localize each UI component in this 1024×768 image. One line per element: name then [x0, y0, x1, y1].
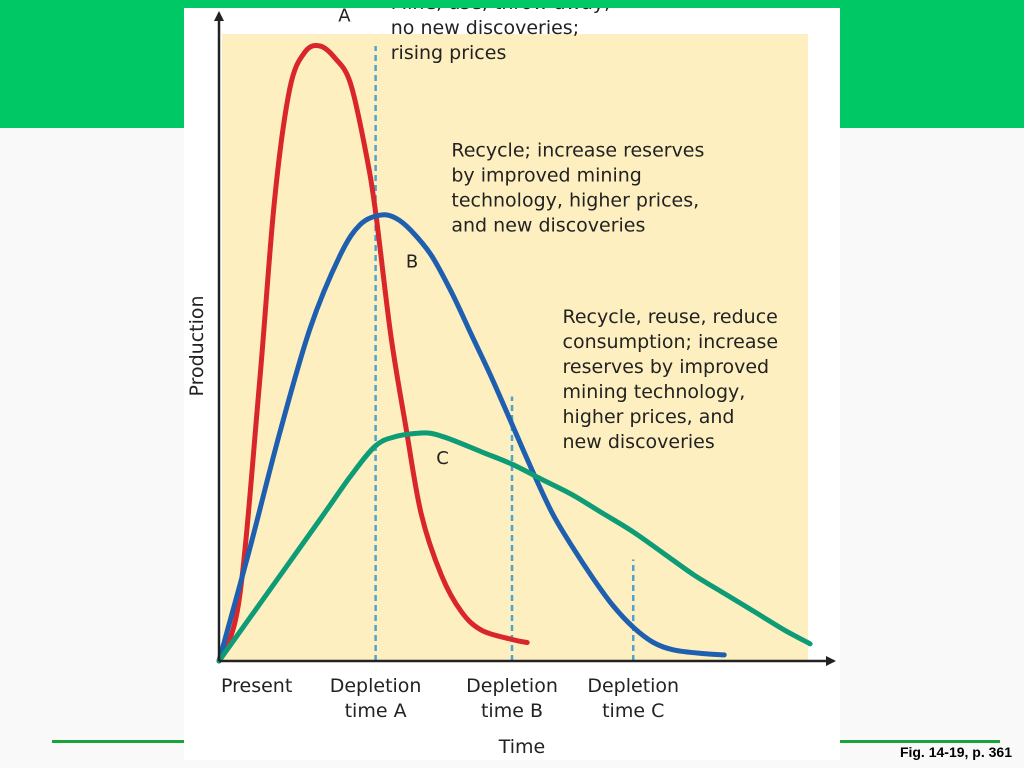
x-tick-label-0: Present — [221, 675, 292, 697]
series-group — [216, 43, 813, 664]
x-axis-label: Time — [498, 736, 546, 758]
production-curves-chart: Present Depletion time A Depletion time B Dep… — [186, 8, 836, 758]
annotation-1: Recycle; increase reserves by improved mi… — [451, 140, 704, 237]
curve-label-c: C — [436, 448, 449, 469]
annotations: Mine, use, throw away;no new discoveries… — [391, 8, 778, 453]
x-tick-label-3: Depletion time C — [587, 675, 679, 722]
y-axis-label: Production — [186, 295, 208, 396]
curve-label-a: A — [338, 8, 351, 26]
annotation-0: Mine, use, throw away;no new discoveries… — [391, 8, 611, 64]
figure-caption: Fig. 14-19, p. 361 — [899, 744, 1012, 760]
footer-rule-right — [840, 740, 1000, 743]
curve-labels: A B C — [338, 8, 449, 469]
depletion-lines — [374, 46, 635, 661]
series-line-a — [216, 43, 530, 664]
x-tick-label-1: Depletion time A — [330, 675, 422, 722]
series-line-b — [216, 212, 727, 664]
plot-area — [222, 34, 808, 662]
annotation-2: Recycle, reuse, reduce consumption; incre… — [563, 306, 779, 453]
x-tick-labels: Present Depletion time A Depletion time B Dep… — [221, 675, 679, 722]
curve-label-b: B — [406, 251, 418, 272]
x-tick-label-2: Depletion time B — [466, 675, 558, 722]
series-line-c — [216, 430, 813, 664]
footer-rule-left — [52, 740, 187, 743]
